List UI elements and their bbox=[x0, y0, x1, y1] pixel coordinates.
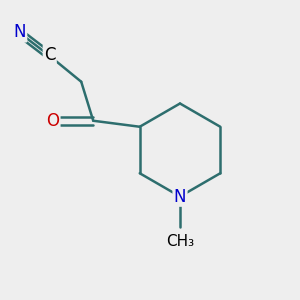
Text: N: N bbox=[174, 188, 186, 206]
Text: CH₃: CH₃ bbox=[166, 234, 194, 249]
Text: O: O bbox=[46, 112, 59, 130]
Text: C: C bbox=[44, 46, 56, 64]
Text: N: N bbox=[14, 23, 26, 41]
